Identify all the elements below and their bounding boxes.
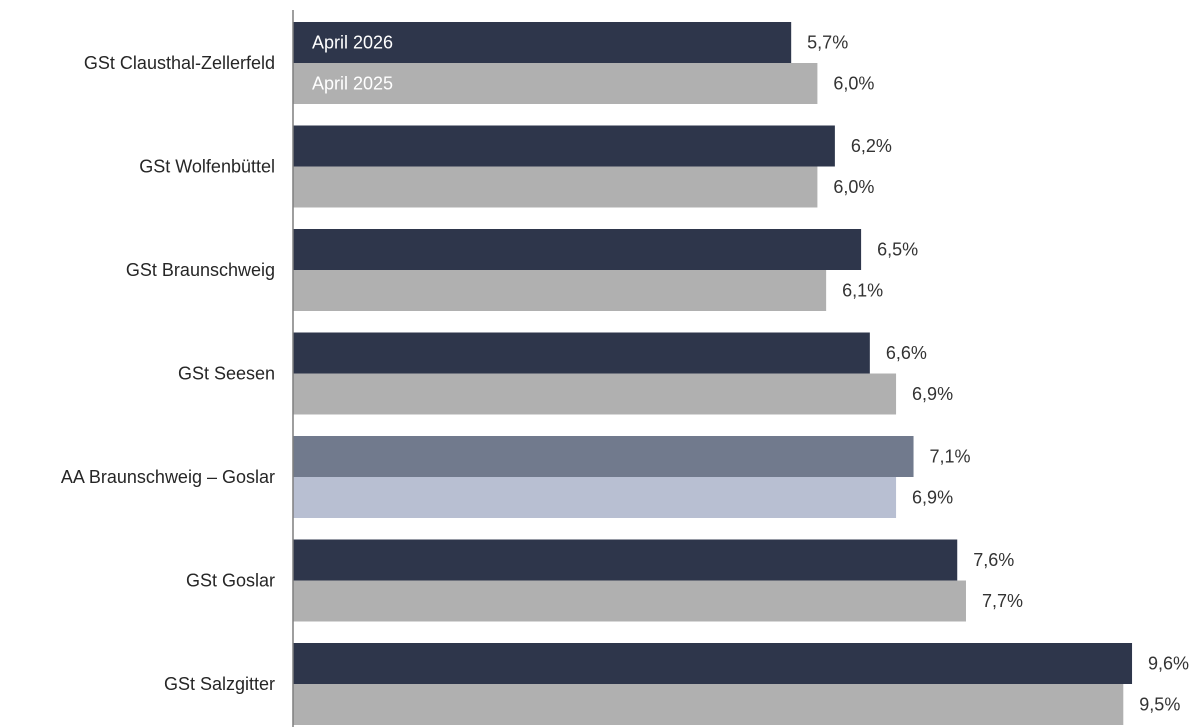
- category-label-gst-salzgitter: GSt Salzgitter: [164, 674, 275, 694]
- category-label-gst-braunschweig: GSt Braunschweig: [126, 260, 275, 280]
- bar-gst-salzgitter-april-2026: [293, 643, 1133, 684]
- value-label-aa-braunschweig-goslar-april-2025: 6,9%: [912, 488, 953, 508]
- bar-gst-wolfenbuettel-april-2025: [293, 166, 818, 208]
- category-label-gst-clausthal-zellerfeld: GSt Clausthal-Zellerfeld: [84, 53, 275, 73]
- bar-gst-clausthal-zellerfeld-april-2025: [293, 63, 818, 104]
- value-label-gst-goslar-april-2025: 7,7%: [982, 591, 1023, 611]
- value-label-gst-wolfenbuettel-april-2025: 6,0%: [833, 177, 874, 197]
- value-label-gst-goslar-april-2026: 7,6%: [973, 550, 1014, 570]
- value-label-gst-seesen-april-2025: 6,9%: [912, 384, 953, 404]
- value-label-aa-braunschweig-goslar-april-2026: 7,1%: [930, 447, 971, 467]
- bar-gst-braunschweig-april-2025: [293, 270, 827, 311]
- value-label-gst-braunschweig-april-2026: 6,5%: [877, 240, 918, 260]
- value-label-gst-clausthal-zellerfeld-april-2025: 6,0%: [833, 74, 874, 94]
- category-label-aa-braunschweig-goslar: AA Braunschweig – Goslar: [61, 467, 275, 487]
- bar-aa-braunschweig-goslar-april-2025: [293, 477, 897, 518]
- category-label-gst-goslar: GSt Goslar: [186, 571, 275, 591]
- value-label-gst-seesen-april-2026: 6,6%: [886, 343, 927, 363]
- category-label-gst-wolfenbuettel: GSt Wolfenbüttel: [139, 157, 275, 177]
- series-label-april-2026: April 2026: [312, 33, 393, 53]
- value-label-gst-braunschweig-april-2025: 6,1%: [842, 281, 883, 301]
- category-label-gst-seesen: GSt Seesen: [178, 364, 275, 384]
- bar-aa-braunschweig-goslar-april-2026: [293, 436, 914, 477]
- bar-gst-braunschweig-april-2026: [293, 229, 862, 270]
- series-label-april-2025: April 2025: [312, 74, 393, 94]
- bar-gst-wolfenbuettel-april-2026: [293, 125, 835, 167]
- bar-gst-clausthal-zellerfeld-april-2026: [293, 22, 792, 63]
- bar-gst-salzgitter-april-2025: [293, 684, 1124, 725]
- bar-gst-goslar-april-2026: [293, 539, 958, 581]
- bar-gst-seesen-april-2025: [293, 373, 897, 415]
- value-label-gst-clausthal-zellerfeld-april-2026: 5,7%: [807, 33, 848, 53]
- value-label-gst-wolfenbuettel-april-2026: 6,2%: [851, 136, 892, 156]
- bar-gst-seesen-april-2026: [293, 332, 870, 374]
- value-label-gst-salzgitter-april-2026: 9,6%: [1148, 654, 1189, 674]
- bar-gst-goslar-april-2025: [293, 580, 966, 622]
- value-label-gst-salzgitter-april-2025: 9,5%: [1139, 695, 1180, 715]
